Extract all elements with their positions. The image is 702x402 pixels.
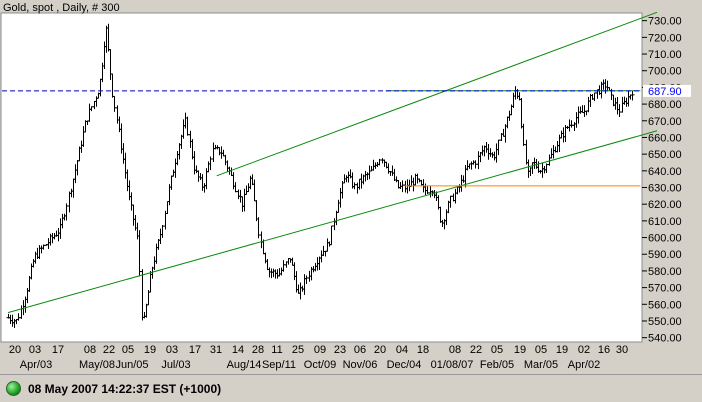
x-day-label: 20 bbox=[9, 344, 21, 356]
x-month-label: 01/08/07 bbox=[431, 359, 474, 371]
x-day-label: 19 bbox=[556, 344, 568, 356]
trendline-upper bbox=[216, 11, 658, 177]
x-month-label: Mar/05 bbox=[524, 359, 558, 371]
y-tick-label: 720.00 bbox=[648, 32, 682, 44]
x-day-label: 06 bbox=[354, 344, 366, 356]
x-month-label: Apr/03 bbox=[20, 359, 52, 371]
y-tick-label: 580.00 bbox=[648, 266, 682, 278]
y-tick-label: 650.00 bbox=[648, 149, 682, 161]
x-day-label: 05 bbox=[535, 344, 547, 356]
x-day-label: 19 bbox=[144, 344, 156, 356]
x-day-label: 18 bbox=[417, 344, 429, 356]
price-chart[interactable]: Gold, spot , Daily, # 300 540.00 550.00 56… bbox=[0, 0, 702, 374]
y-tick-label: 680.00 bbox=[648, 99, 682, 111]
x-day-label: 04 bbox=[396, 344, 408, 356]
y-tick-label: 670.00 bbox=[648, 116, 682, 128]
y-tick-label: 700.00 bbox=[648, 66, 682, 78]
x-day-label: 22 bbox=[470, 344, 482, 356]
x-day-label: 14 bbox=[232, 344, 244, 356]
trendline-lower bbox=[7, 130, 658, 314]
x-month-label: Aug/14 bbox=[227, 359, 262, 371]
x-month-label: Jul/03 bbox=[161, 359, 190, 371]
x-day-label: 17 bbox=[189, 344, 201, 356]
y-tick-label: 640.00 bbox=[648, 166, 682, 178]
x-month-label: Oct/09 bbox=[304, 359, 336, 371]
y-tick-label: 660.00 bbox=[648, 132, 682, 144]
x-month-label: Apr/02 bbox=[568, 359, 600, 371]
y-tick-label: 730.00 bbox=[648, 16, 682, 28]
x-day-label: 16 bbox=[598, 344, 610, 356]
last-price-label-bg bbox=[643, 84, 691, 97]
x-day-label: 23 bbox=[334, 344, 346, 356]
x-axis: 20 03 17 08 22 05 19 03 17 31 14 28 11 25 09 23 06 20 04 18… bbox=[9, 344, 628, 371]
y-tick-label: 590.00 bbox=[648, 249, 682, 261]
x-day-label: 09 bbox=[314, 344, 326, 356]
y-tick-label: 600.00 bbox=[648, 233, 682, 245]
x-day-label: 30 bbox=[616, 344, 628, 356]
chart-title: Gold, spot , Daily, # 300 bbox=[3, 2, 120, 14]
y-axis: 540.00 550.00 560.00 570.00 580.00 590.00 600.… bbox=[642, 16, 682, 345]
x-day-label: 02 bbox=[578, 344, 590, 356]
x-month-label: Nov/06 bbox=[343, 359, 378, 371]
status-bar: 08 May 2007 14:22:37 EST (+1000) bbox=[0, 374, 702, 402]
x-day-label: 03 bbox=[166, 344, 178, 356]
x-month-label: Jun/05 bbox=[115, 359, 148, 371]
x-day-label: 19 bbox=[514, 344, 526, 356]
y-tick-label: 570.00 bbox=[648, 283, 682, 295]
y-tick-label: 630.00 bbox=[648, 183, 682, 195]
x-day-label: 25 bbox=[292, 344, 304, 356]
ohlc-series bbox=[6, 23, 635, 328]
connection-status-icon bbox=[6, 381, 21, 396]
x-day-label: 22 bbox=[103, 344, 115, 356]
y-tick-label: 560.00 bbox=[648, 299, 682, 311]
x-day-label: 20 bbox=[374, 344, 386, 356]
plot-area bbox=[0, 12, 643, 343]
x-day-label: 08 bbox=[449, 344, 461, 356]
x-month-label: Dec/04 bbox=[387, 359, 422, 371]
x-day-label: 11 bbox=[271, 344, 282, 356]
last-price-label: 687.90 bbox=[648, 86, 682, 98]
y-tick-label: 550.00 bbox=[648, 316, 682, 328]
x-day-label: 17 bbox=[52, 344, 64, 356]
x-day-label: 28 bbox=[252, 344, 264, 356]
x-day-label: 08 bbox=[84, 344, 96, 356]
x-month-label: Feb/05 bbox=[480, 359, 514, 371]
y-tick-label: 710.00 bbox=[648, 49, 682, 61]
x-month-label: Sep/11 bbox=[262, 359, 296, 371]
x-day-label: 31 bbox=[210, 344, 222, 356]
x-day-label: 05 bbox=[491, 344, 503, 356]
x-day-label: 03 bbox=[29, 344, 41, 356]
x-month-label: May/08 bbox=[79, 359, 115, 371]
y-tick-label: 610.00 bbox=[648, 216, 682, 228]
last-price-marker: 687.90 bbox=[2, 84, 691, 98]
y-tick-label: 620.00 bbox=[648, 199, 682, 211]
y-tick-label: 540.00 bbox=[648, 333, 682, 345]
status-timestamp: 08 May 2007 14:22:37 EST (+1000) bbox=[28, 382, 222, 396]
x-day-label: 05 bbox=[122, 344, 134, 356]
